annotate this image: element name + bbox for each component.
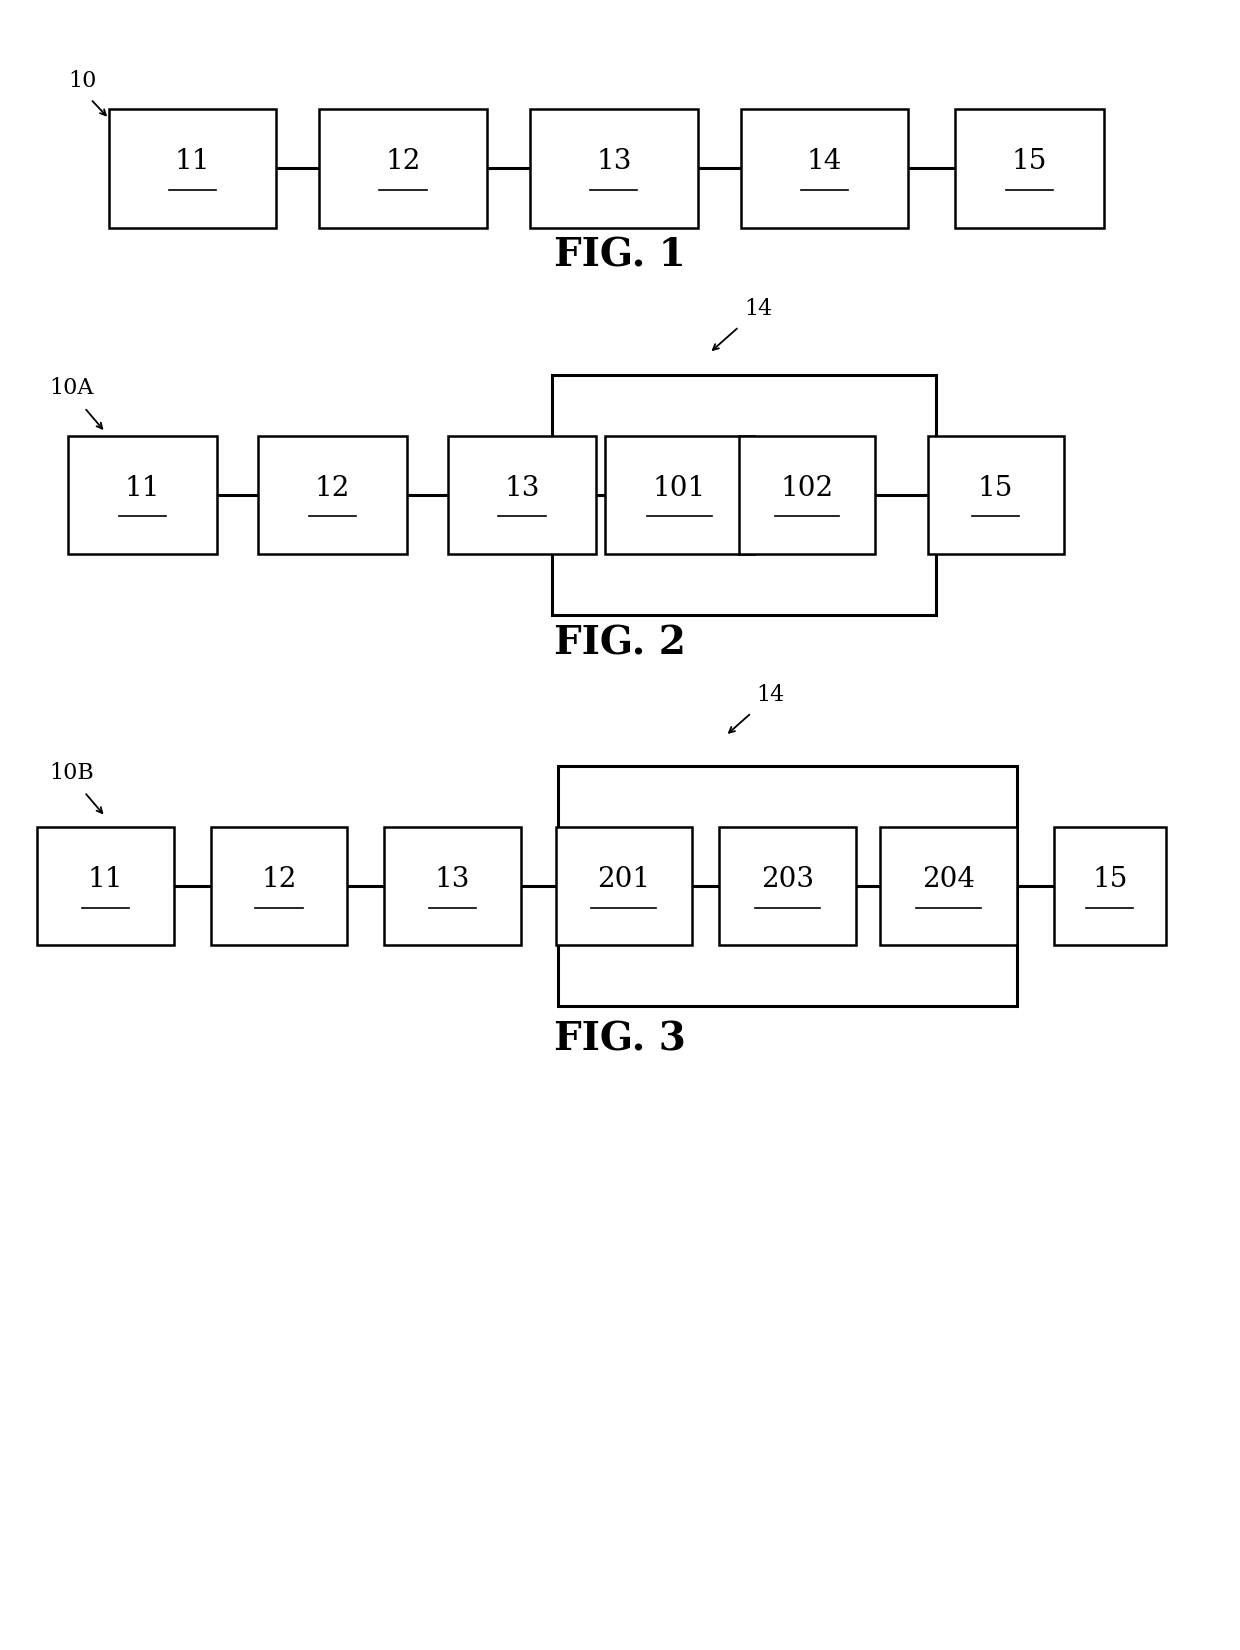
Text: 12: 12 <box>315 475 350 502</box>
Text: 101: 101 <box>653 475 706 502</box>
Bar <box>1054 827 1166 945</box>
Text: 102: 102 <box>781 475 833 502</box>
Bar <box>109 109 275 228</box>
Bar <box>880 827 1017 945</box>
Text: FIG. 1: FIG. 1 <box>554 236 686 276</box>
Text: 11: 11 <box>88 866 123 893</box>
Bar <box>384 827 521 945</box>
Bar <box>605 436 754 554</box>
Text: 10B: 10B <box>50 762 94 784</box>
Text: 15: 15 <box>1092 866 1127 893</box>
Bar <box>37 827 174 945</box>
Text: 15: 15 <box>1012 148 1047 175</box>
Text: 13: 13 <box>596 148 631 175</box>
Bar <box>719 827 856 945</box>
Text: 10A: 10A <box>50 378 94 399</box>
Bar <box>68 436 217 554</box>
Text: 204: 204 <box>923 866 975 893</box>
Text: FIG. 2: FIG. 2 <box>554 624 686 663</box>
Bar <box>258 436 407 554</box>
Bar <box>928 436 1064 554</box>
Bar <box>556 827 692 945</box>
Bar <box>955 109 1104 228</box>
Text: 13: 13 <box>435 866 470 893</box>
Bar <box>739 436 875 554</box>
Text: 11: 11 <box>125 475 160 502</box>
Bar <box>552 376 936 615</box>
Text: 10: 10 <box>68 71 97 92</box>
Text: FIG. 3: FIG. 3 <box>554 1020 686 1059</box>
Bar <box>531 109 697 228</box>
Text: 12: 12 <box>262 866 296 893</box>
Text: 13: 13 <box>505 475 539 502</box>
Text: 12: 12 <box>386 148 420 175</box>
Bar <box>211 827 347 945</box>
Bar <box>742 109 908 228</box>
Text: 14: 14 <box>744 299 773 320</box>
Bar <box>448 436 596 554</box>
Text: 14: 14 <box>807 148 842 175</box>
Text: 14: 14 <box>756 685 785 706</box>
Bar <box>320 109 486 228</box>
Text: 11: 11 <box>175 148 210 175</box>
Text: 201: 201 <box>598 866 650 893</box>
Bar <box>558 766 1017 1005</box>
Text: 203: 203 <box>761 866 813 893</box>
Text: 15: 15 <box>978 475 1013 502</box>
